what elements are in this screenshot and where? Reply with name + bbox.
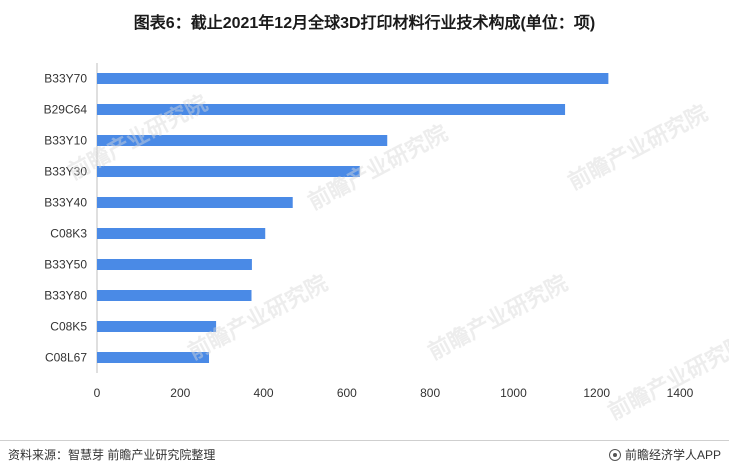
chart-title: 图表6：截止2021年12月全球3D打印材料行业技术构成(单位：项) xyxy=(133,15,596,32)
category-label: B33Y80 xyxy=(44,289,87,303)
bar-c08k5 xyxy=(97,321,217,332)
category-label: C08K3 xyxy=(50,227,87,241)
bar-b33y50 xyxy=(97,259,252,270)
x-tick-label: 0 xyxy=(94,386,101,400)
bar-b33y80 xyxy=(97,290,252,301)
bar-c08k3 xyxy=(97,228,266,239)
category-label: B33Y70 xyxy=(44,72,87,86)
footer-divider xyxy=(0,440,729,441)
brand-logo-icon xyxy=(608,448,621,461)
category-label: B33Y50 xyxy=(44,258,87,272)
bar-chart: B33Y70 B29C64 B33Y10 B33Y30 B33Y40 C08K3 B33Y5… xyxy=(44,63,694,400)
x-tick-label: 1200 xyxy=(583,386,610,400)
category-label: B33Y10 xyxy=(44,134,87,148)
bar-b33y30 xyxy=(97,166,360,177)
x-tick-label: 800 xyxy=(420,386,440,400)
brand-text: 前瞻经济学人APP xyxy=(624,448,721,462)
category-label: B33Y30 xyxy=(44,165,87,179)
x-tick-label: 1400 xyxy=(667,386,694,400)
x-tick-label: 1000 xyxy=(500,386,527,400)
x-tick-label: 400 xyxy=(254,386,274,400)
source-note: 资料来源：智慧芽 前瞻产业研究院整理 xyxy=(8,448,216,462)
bar-c08l67 xyxy=(97,352,210,363)
category-label: B29C64 xyxy=(44,103,88,117)
bar-b29c64 xyxy=(97,104,566,115)
bar-b33y40 xyxy=(97,197,293,208)
x-tick-label: 200 xyxy=(170,386,190,400)
category-label: B33Y40 xyxy=(44,196,87,210)
x-tick-label: 600 xyxy=(337,386,357,400)
bar-b33y70 xyxy=(97,73,609,84)
bar-b33y10 xyxy=(97,135,388,146)
brand-credit: 前瞻经济学人APP xyxy=(608,446,721,463)
category-label: C08K5 xyxy=(50,320,87,334)
category-label: C08L67 xyxy=(45,351,87,365)
